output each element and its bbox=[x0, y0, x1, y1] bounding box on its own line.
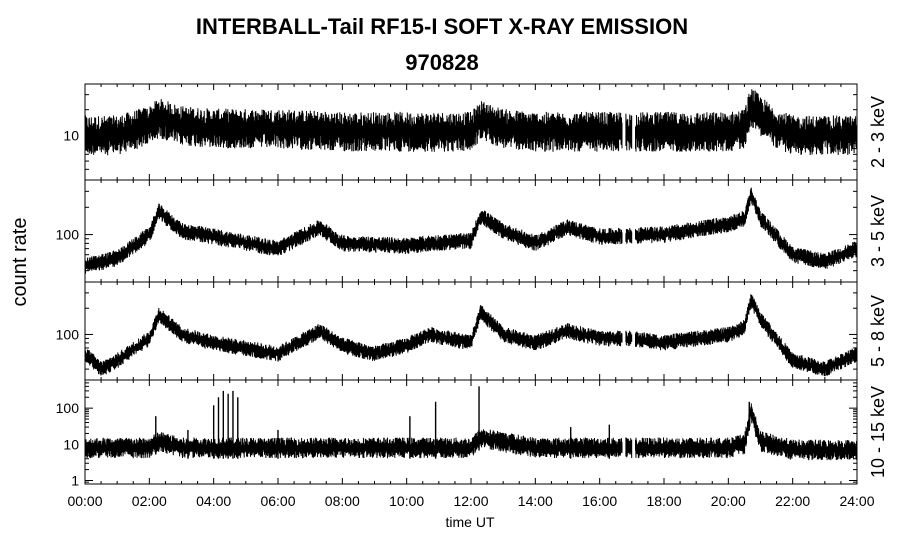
y-tick-label-2-1: 100 bbox=[56, 227, 80, 243]
x-tick-label-9: 16:00 bbox=[582, 493, 617, 509]
x-tick-label-1: 00:00 bbox=[67, 493, 102, 509]
y-tick-label-4-3: 100 bbox=[56, 400, 80, 416]
x-tick-label-6: 10:00 bbox=[389, 493, 424, 509]
y-tick-label-4-2: 10 bbox=[63, 436, 79, 452]
y-tick-label-3-1: 100 bbox=[56, 326, 80, 342]
trace-1 bbox=[84, 89, 858, 156]
x-tick-label-3: 04:00 bbox=[196, 493, 231, 509]
x-tick-labels: 00:00 02:00 04:00 06:00 08:00 10:00 12:00 14:00… bbox=[67, 493, 874, 509]
band-label-1: 2 - 3 keV bbox=[868, 96, 888, 168]
y-tick-label-1-1: 10 bbox=[63, 127, 79, 143]
x-tick-label-5: 08:00 bbox=[325, 493, 360, 509]
panel-4: 1 10 100 10 - 15 keV bbox=[56, 379, 888, 488]
panel-2: 100 3 - 5 keV bbox=[56, 179, 888, 283]
y-tick-label-4-1: 1 bbox=[71, 472, 79, 488]
x-tick-label-4: 06:00 bbox=[260, 493, 295, 509]
x-axis-label: time UT bbox=[446, 514, 495, 530]
band-label-2: 3 - 5 keV bbox=[868, 195, 888, 267]
x-tick-label-7: 12:00 bbox=[453, 493, 488, 509]
band-label-4: 10 - 15 keV bbox=[868, 386, 888, 478]
trace-2 bbox=[84, 187, 858, 274]
y-axis-label: count rate bbox=[9, 218, 31, 307]
panel-frame-4 bbox=[84, 379, 858, 485]
chart-subtitle: 970828 bbox=[405, 50, 478, 75]
trace-3 bbox=[84, 294, 858, 377]
x-tick-label-11: 20:00 bbox=[711, 493, 746, 509]
panel-1: 10 2 - 3 keV bbox=[63, 83, 888, 181]
panel-3: 100 5 - 8 keV bbox=[56, 281, 888, 381]
trace-4 bbox=[84, 403, 858, 461]
x-tick-label-10: 18:00 bbox=[646, 493, 681, 509]
x-tick-label-2: 02:00 bbox=[132, 493, 167, 509]
x-tick-label-8: 14:00 bbox=[518, 493, 553, 509]
x-tick-label-12: 22:00 bbox=[775, 493, 810, 509]
x-tick-label-13: 24:00 bbox=[839, 493, 874, 509]
band-label-3: 5 - 8 keV bbox=[868, 295, 888, 367]
chart-title: INTERBALL-Tail RF15-I SOFT X-RAY EMISSIO… bbox=[196, 14, 688, 39]
